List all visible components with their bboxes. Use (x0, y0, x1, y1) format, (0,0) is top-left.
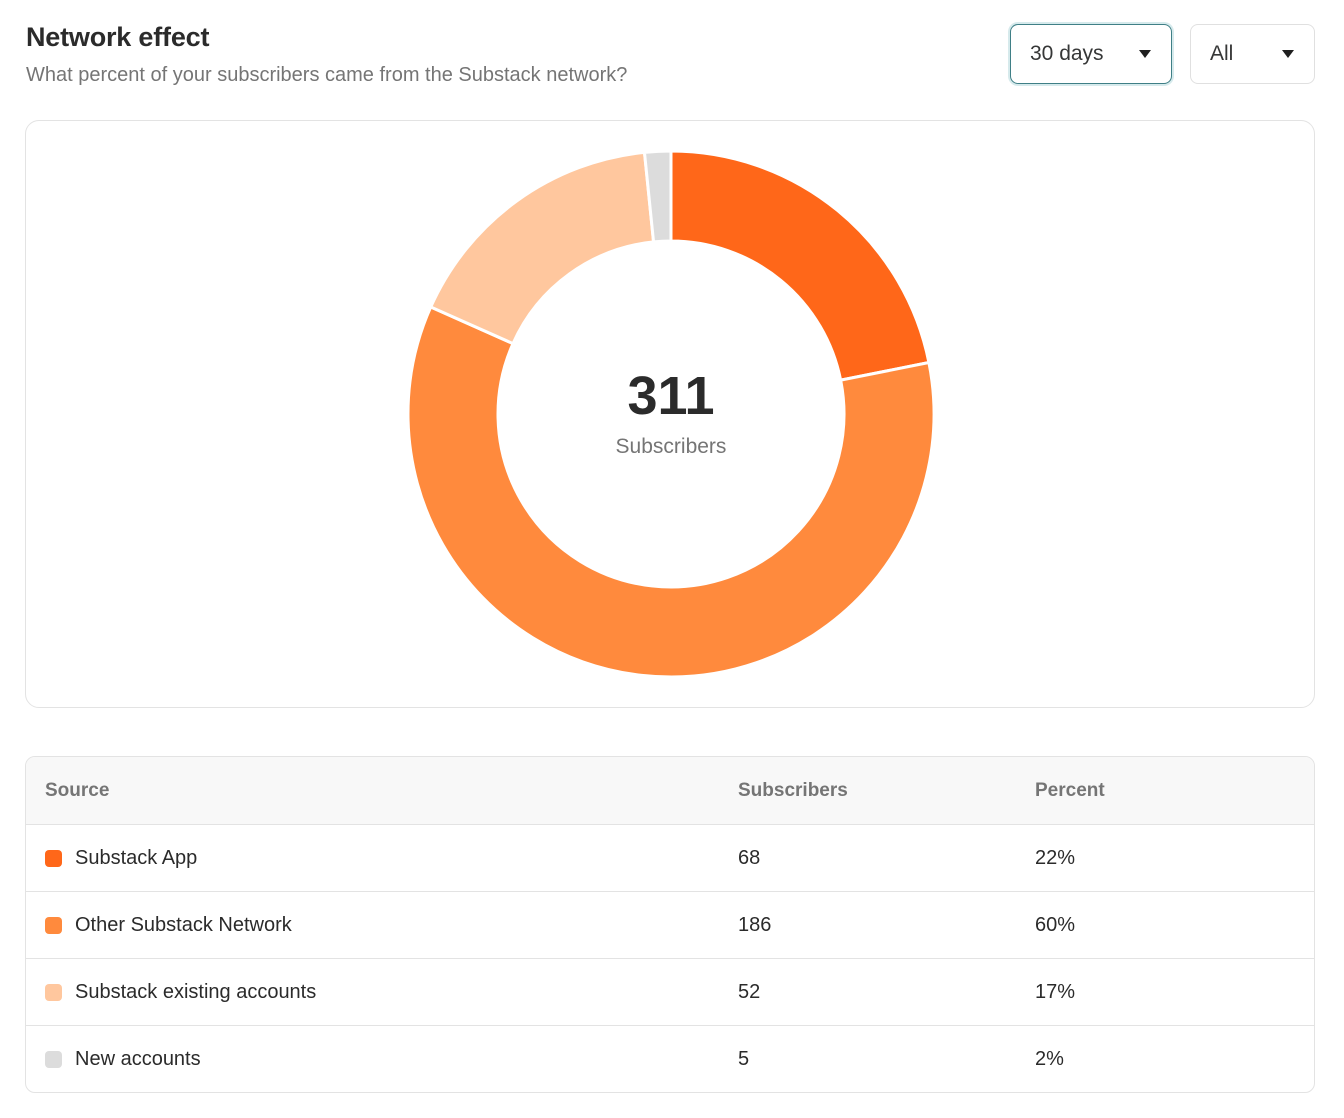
subscribers-cell: 52 (738, 980, 761, 1003)
period-select-value: 30 days (1030, 42, 1104, 65)
source-cell: New accounts (45, 1026, 201, 1092)
slice-substack-existing-accounts[interactable] (428, 150, 656, 346)
percent-cell: 60% (1035, 913, 1076, 936)
subscribers-cell: 186 (738, 913, 772, 936)
source-name: New accounts (75, 1048, 201, 1070)
section-subtitle: What percent of your subscribers came fr… (26, 64, 628, 86)
chart-card: 311 Subscribers (25, 120, 1315, 708)
source-name: Substack existing accounts (75, 980, 317, 1003)
table-header: Source Subscribers Percent (26, 757, 1314, 825)
column-header-subscribers: Subscribers (738, 779, 848, 801)
percent-cell: 2% (1035, 1048, 1064, 1070)
legend-swatch (45, 849, 62, 867)
donut-chart (406, 149, 936, 679)
slice-new-accounts[interactable] (642, 149, 673, 244)
scope-select-value: All (1210, 42, 1234, 65)
table-row: Substack App 68 22% (26, 825, 1314, 892)
legend-swatch (45, 916, 62, 934)
legend-swatch (45, 983, 62, 1001)
total-subscribers-label: Subscribers (615, 435, 727, 458)
source-cell: Substack existing accounts (45, 959, 316, 1025)
section-header: Network effect What percent of your subs… (26, 22, 627, 87)
total-subscribers-value: 311 (627, 366, 715, 426)
scope-select[interactable]: All (1190, 24, 1315, 84)
table-body: Substack App 68 22% Other Substack Network 1… (26, 825, 1314, 1092)
subscribers-cell: 68 (738, 846, 761, 869)
percent-cell: 22% (1035, 846, 1076, 869)
source-name: Substack App (75, 846, 198, 869)
column-header-percent: Percent (1035, 779, 1105, 801)
source-name: Other Substack Network (75, 913, 292, 936)
source-cell: Other Substack Network (45, 892, 292, 958)
section-title: Network effect (26, 22, 210, 52)
slice-other-substack-network[interactable] (406, 304, 936, 679)
sources-table: Source Subscribers Percent Substack App 6… (25, 756, 1315, 1093)
table-row: New accounts 5 2% (26, 1026, 1314, 1092)
subscribers-cell: 5 (738, 1048, 750, 1070)
chevron-down-icon (1282, 50, 1294, 58)
source-cell: Substack App (45, 825, 197, 891)
period-select[interactable]: 30 days (1010, 24, 1172, 84)
column-header-source: Source (45, 779, 110, 801)
slice-substack-app[interactable] (669, 149, 931, 382)
chevron-down-icon (1139, 50, 1151, 58)
table-row: Other Substack Network 186 60% (26, 892, 1314, 959)
percent-cell: 17% (1035, 980, 1076, 1003)
legend-swatch (45, 1051, 62, 1068)
table-row: Substack existing accounts 52 17% (26, 959, 1314, 1026)
